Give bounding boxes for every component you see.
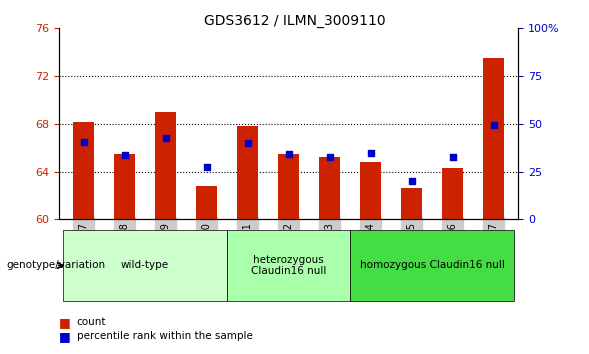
Point	[448, 155, 458, 160]
Text: homozygous Claudin16 null: homozygous Claudin16 null	[360, 261, 505, 270]
Point	[407, 178, 416, 184]
Bar	[442, 168, 463, 219]
Point	[366, 150, 375, 155]
Bar	[237, 126, 258, 219]
Point	[120, 152, 129, 158]
Text: genotype/variation: genotype/variation	[6, 261, 105, 270]
Text: ■: ■	[59, 330, 71, 343]
FancyBboxPatch shape	[350, 230, 514, 301]
Point	[79, 139, 88, 145]
FancyBboxPatch shape	[227, 230, 350, 301]
Bar	[402, 188, 422, 219]
Bar	[279, 154, 299, 219]
Bar	[319, 157, 340, 219]
Point	[489, 122, 498, 128]
Point	[284, 151, 293, 156]
Text: wild-type: wild-type	[121, 261, 169, 270]
FancyBboxPatch shape	[63, 230, 227, 301]
Point	[202, 164, 211, 170]
Bar	[484, 58, 504, 219]
Bar	[73, 121, 94, 219]
Text: GDS3612 / ILMN_3009110: GDS3612 / ILMN_3009110	[204, 14, 385, 28]
Bar	[196, 186, 217, 219]
Text: heterozygous
Claudin16 null: heterozygous Claudin16 null	[251, 255, 326, 276]
Bar	[114, 154, 135, 219]
Point	[243, 140, 252, 146]
Bar	[360, 162, 381, 219]
Point	[161, 136, 170, 141]
Point	[325, 155, 335, 160]
Text: ■: ■	[59, 316, 71, 329]
Text: percentile rank within the sample: percentile rank within the sample	[77, 331, 253, 341]
Text: count: count	[77, 317, 106, 327]
Bar	[155, 112, 176, 219]
